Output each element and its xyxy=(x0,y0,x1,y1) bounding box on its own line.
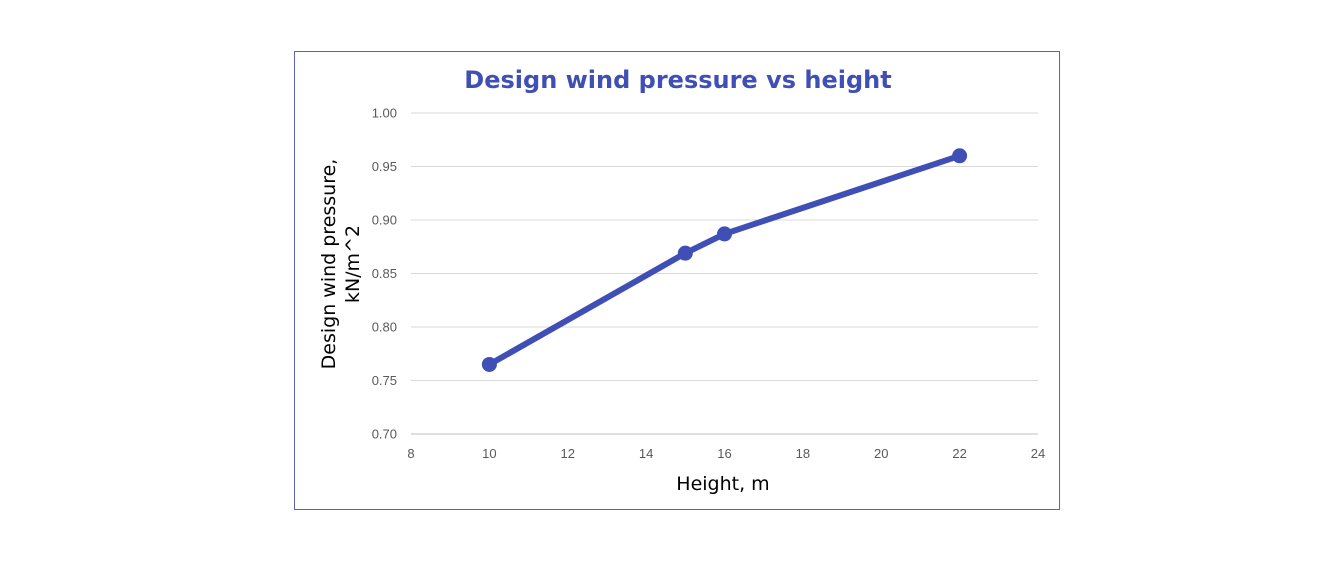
y-axis-ticks: 0.70 0.75 0.80 0.85 0.90 0.95 1.00 xyxy=(372,106,397,442)
y-tick-label: 0.90 xyxy=(372,213,397,228)
data-point xyxy=(481,356,497,372)
y-tick-label: 0.75 xyxy=(372,373,397,388)
series-line xyxy=(486,152,963,368)
chart-frame: Design wind pressure vs height 0.70 0.75 0… xyxy=(294,51,1060,510)
data-point xyxy=(952,148,968,164)
y-tick-label: 0.70 xyxy=(372,427,397,442)
x-tick-label: 22 xyxy=(952,446,966,461)
x-tick-label: 12 xyxy=(561,446,575,461)
series-layer xyxy=(481,148,968,372)
y-axis-label: Design wind pressure, kN/m^2 xyxy=(318,159,364,370)
x-tick-label: 24 xyxy=(1031,446,1045,461)
gridlines xyxy=(411,112,1038,435)
x-tick-label: 18 xyxy=(796,446,810,461)
x-tick-label: 20 xyxy=(874,446,888,461)
y-tick-label: 0.80 xyxy=(372,320,397,335)
x-axis-ticks: 8 10 12 14 16 18 20 22 24 xyxy=(407,446,1045,461)
y-tick-label: 0.95 xyxy=(372,159,397,174)
y-tick-label: 0.85 xyxy=(372,266,397,281)
x-axis-label: Height, m xyxy=(676,473,769,495)
x-tick-label: 8 xyxy=(407,446,414,461)
y-axis-label-line-1: Design wind pressure, xyxy=(318,159,340,370)
line-chart: Design wind pressure vs height 0.700.750… xyxy=(318,66,1045,495)
y-axis-label-line-2: kN/m^2 xyxy=(342,225,364,303)
x-tick-label: 16 xyxy=(717,446,731,461)
data-point xyxy=(717,226,732,242)
x-tick-label: 14 xyxy=(639,446,653,461)
x-tick-label: 10 xyxy=(482,446,496,461)
data-point xyxy=(677,245,693,261)
y-tick-label: 1.00 xyxy=(372,106,397,121)
chart-title: Design wind pressure vs height xyxy=(464,66,891,94)
